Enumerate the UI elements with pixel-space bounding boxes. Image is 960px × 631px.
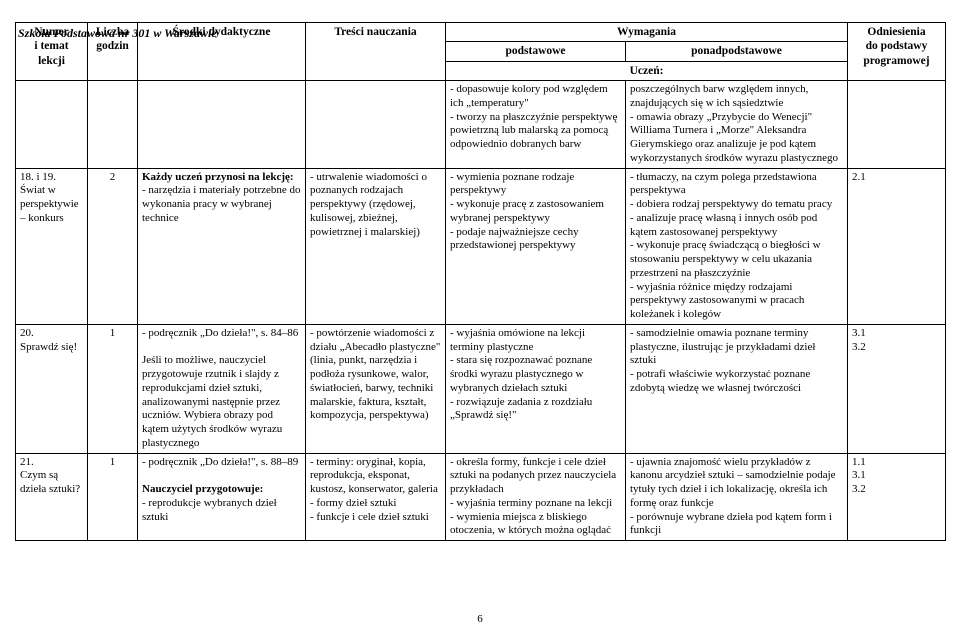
cell-ponadpodstawowe: poszczególnych barw względem innych, zna… bbox=[626, 81, 848, 169]
cell-hours: 1 bbox=[88, 324, 138, 453]
cell-podstawowe: - dopasowuje kolory pod względem ich „te… bbox=[446, 81, 626, 169]
cell-hours bbox=[88, 81, 138, 169]
cell-tresci: - terminy: oryginał, kopia, reprodukcja,… bbox=[306, 453, 446, 541]
header-wymagania: Wymagania bbox=[446, 23, 848, 42]
cell-topic bbox=[16, 81, 88, 169]
cell-ponadpodstawowe: - ujawnia znajomość wielu przykładów z k… bbox=[626, 453, 848, 541]
school-name: Szkoła Podstawowa nr 301 w Warszawie bbox=[18, 26, 217, 41]
cell-topic: 21.Czym są dzieła sztuki? bbox=[16, 453, 88, 541]
cell-tresci bbox=[306, 81, 446, 169]
header-odniesienia: Odniesieniado podstawyprogramowej bbox=[848, 23, 946, 81]
cell-podstawowe: - określa formy, funkcje i cele dzieł sz… bbox=[446, 453, 626, 541]
header-tresci: Treści nauczania bbox=[306, 23, 446, 81]
cell-podstawowe: - wyjaśnia omówione na lekcji terminy pl… bbox=[446, 324, 626, 453]
table-row: 21.Czym są dzieła sztuki? 1 - podręcznik… bbox=[16, 453, 946, 541]
cell-odniesienia: 3.13.2 bbox=[848, 324, 946, 453]
cell-tresci: - powtórzenie wiadomości z działu „Abeca… bbox=[306, 324, 446, 453]
header-ponadpodstawowe: ponadpodstawowe bbox=[626, 42, 848, 61]
header-podstawowe: podstawowe bbox=[446, 42, 626, 61]
cell-topic: 18. i 19.Świat w perspektywie – konkurs bbox=[16, 168, 88, 324]
cell-srodki: - podręcznik „Do dzieła!", s. 88–89Naucz… bbox=[138, 453, 306, 541]
cell-hours: 2 bbox=[88, 168, 138, 324]
table-row: 20.Sprawdź się! 1 - podręcznik „Do dzieł… bbox=[16, 324, 946, 453]
cell-srodki bbox=[138, 81, 306, 169]
cell-podstawowe: - wymienia poznane rodzaje perspektywy- … bbox=[446, 168, 626, 324]
cell-ponadpodstawowe: - tłumaczy, na czym polega przedstawiona… bbox=[626, 168, 848, 324]
cell-odniesienia: 1.13.13.2 bbox=[848, 453, 946, 541]
cell-tresci: - utrwalenie wiadomości o poznanych rodz… bbox=[306, 168, 446, 324]
table-row: - dopasowuje kolory pod względem ich „te… bbox=[16, 81, 946, 169]
curriculum-table: Numeri temat lekcji Liczbagodzin Środki … bbox=[15, 22, 946, 541]
table-row: 18. i 19.Świat w perspektywie – konkurs … bbox=[16, 168, 946, 324]
cell-hours: 1 bbox=[88, 453, 138, 541]
header-uczen: Uczeń: bbox=[446, 61, 848, 80]
cell-ponadpodstawowe: - samodzielnie omawia poznane terminy pl… bbox=[626, 324, 848, 453]
cell-srodki: Każdy uczeń przynosi na lekcję:- narzędz… bbox=[138, 168, 306, 324]
cell-srodki: - podręcznik „Do dzieła!", s. 84–86Jeśli… bbox=[138, 324, 306, 453]
cell-odniesienia bbox=[848, 81, 946, 169]
table-body: - dopasowuje kolory pod względem ich „te… bbox=[16, 81, 946, 541]
cell-topic: 20.Sprawdź się! bbox=[16, 324, 88, 453]
page-number: 6 bbox=[0, 613, 960, 625]
cell-odniesienia: 2.1 bbox=[848, 168, 946, 324]
